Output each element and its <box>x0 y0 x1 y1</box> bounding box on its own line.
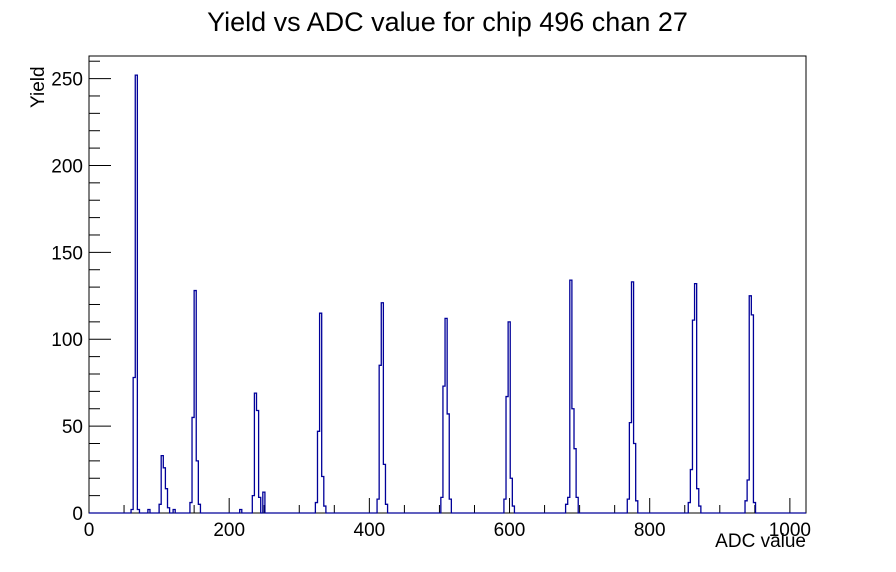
histogram-line <box>89 74 806 514</box>
plot-frame <box>88 55 807 514</box>
y-axis-title: Yield <box>28 66 49 108</box>
frame-rect <box>88 55 807 514</box>
x-tick-label: 1000 <box>769 520 811 541</box>
y-tick-label: 200 <box>51 156 83 177</box>
x-tick-label: 400 <box>354 520 386 541</box>
x-tick-label: 200 <box>213 520 245 541</box>
chart-title: Yield vs ADC value for chip 496 chan 27 <box>207 7 688 37</box>
yield-histogram-series <box>89 74 806 514</box>
y-tick-label: 100 <box>51 330 83 351</box>
x-tick-label: 600 <box>494 520 526 541</box>
y-tick-label: 50 <box>62 417 83 438</box>
y-tick-label: 250 <box>51 70 83 91</box>
y-tick-label: 0 <box>72 504 83 525</box>
x-axis: 0 200 400 600 800 1000 <box>84 498 811 541</box>
x-tick-label: 0 <box>84 520 95 541</box>
x-axis-title: ADC value <box>715 531 806 552</box>
y-axis: 0 50 100 150 200 250 <box>51 60 111 525</box>
x-tick-label: 800 <box>634 520 666 541</box>
y-tick-label: 150 <box>51 243 83 264</box>
